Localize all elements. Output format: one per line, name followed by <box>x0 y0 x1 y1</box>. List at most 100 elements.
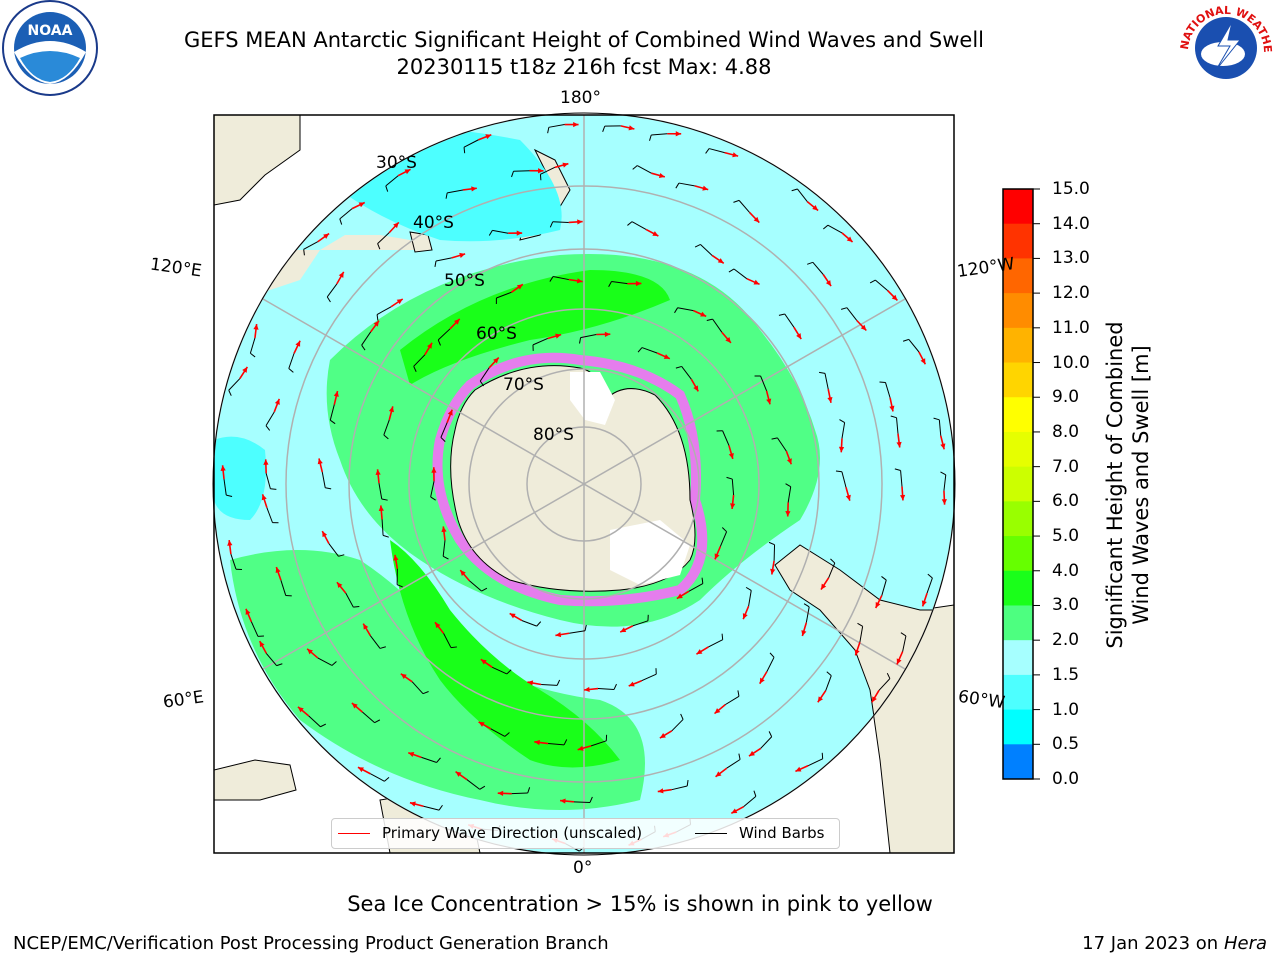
wind-barb <box>385 175 399 187</box>
wave-arrow-head <box>693 385 699 392</box>
wave-arrow-head <box>860 324 867 331</box>
wind-barb <box>492 229 509 234</box>
wave-arrow-head <box>812 205 819 211</box>
sea-ice-note: Sea Ice Concentration > 15% is shown in … <box>347 892 933 916</box>
wave-arrow-head <box>393 222 399 229</box>
wind-barb <box>413 354 426 367</box>
wind-barb-flag <box>547 127 550 134</box>
wind-barb <box>777 437 787 452</box>
wave-arrow-head <box>730 503 736 509</box>
wind-barb-flag <box>436 757 441 763</box>
wave-arrow-head <box>728 452 734 459</box>
wind-barb <box>824 373 829 390</box>
wind-barb <box>812 262 824 275</box>
wind-barb-flag <box>632 165 638 170</box>
wind-barb <box>597 688 615 691</box>
colorbar-label-line2: Wind Waves and Swell [m] <box>1129 345 1153 625</box>
wind-barb-flag <box>841 307 848 310</box>
wind-barb-flag <box>738 753 741 760</box>
wind-barb-flag <box>381 498 388 501</box>
colorbar-tick-label: 10.0 <box>1052 352 1090 373</box>
wind-barb <box>671 785 688 791</box>
sea-ice-ring <box>432 352 708 607</box>
wind-barb-flag <box>361 344 366 351</box>
wind-barb-flag <box>329 419 336 425</box>
wind-barb <box>430 481 435 498</box>
wind-barb <box>631 221 647 230</box>
wind-barb <box>580 334 597 339</box>
wave-arrow-head <box>242 366 248 373</box>
colorbar-tick-label: 0.5 <box>1052 734 1080 755</box>
wave-arrow-head <box>896 441 902 448</box>
wind-barb <box>881 579 887 596</box>
wind-barb-flag <box>437 339 441 346</box>
wave-arrow-head <box>562 162 569 168</box>
wind-barb-flag <box>379 646 386 649</box>
wind-barb-flag <box>549 276 554 282</box>
wind-barb-flag <box>675 365 682 369</box>
wind-barb-flag <box>694 244 701 248</box>
wind-barb <box>521 620 537 627</box>
wind-barb <box>329 404 335 421</box>
lat-label-80s: 80°S <box>533 425 574 445</box>
wave-arrow-head <box>766 398 772 405</box>
wave-arrow-head <box>657 788 664 794</box>
wave-band-4m-lower <box>390 540 620 768</box>
wind-barb-flag <box>768 731 773 737</box>
wave-arrow-head <box>497 790 504 796</box>
wind-barb <box>265 653 278 666</box>
wind-barb <box>376 306 392 315</box>
wave-arrow-head <box>245 608 251 615</box>
wind-barb <box>511 792 528 795</box>
wind-barb <box>681 366 692 380</box>
wind-barb <box>637 165 652 174</box>
wave-arrow-head <box>263 459 269 465</box>
footer-date-text: 17 Jan 2023 on <box>1082 933 1224 954</box>
map-content <box>214 115 954 853</box>
wind-barb <box>540 166 556 175</box>
wind-barb-flag <box>385 185 389 192</box>
wind-barb-flag <box>584 624 587 631</box>
footer-branch: NCEP/EMC/Verification Post Processing Pr… <box>13 933 609 954</box>
wave-arrow-head <box>854 649 860 656</box>
wind-barb <box>326 283 338 298</box>
wind-barb-flag <box>803 603 810 608</box>
wind-barb-flag <box>445 192 448 199</box>
wind-barb <box>308 715 321 728</box>
wave-arrow-head <box>875 602 881 609</box>
colorbar-segment <box>1003 327 1033 364</box>
colorbar-tick-label: 3.0 <box>1052 595 1080 616</box>
colorbar-segment <box>1003 501 1033 537</box>
wind-barb-flag <box>422 691 429 695</box>
wind-barb <box>223 479 227 496</box>
wind-barb <box>541 683 558 686</box>
lon-label-180: 180° <box>560 88 601 108</box>
wind-barb-flag <box>927 573 933 579</box>
wind-barb-flag <box>869 279 876 284</box>
wave-arrow-head <box>652 231 659 237</box>
colorbar-segment <box>1003 293 1033 329</box>
wave-arrow-head <box>485 134 492 140</box>
wave-arrow-head <box>295 340 301 347</box>
wind-barb-flag <box>276 663 283 667</box>
wind-barb <box>902 635 907 652</box>
colorbar <box>1003 188 1040 780</box>
wave-arrow-head <box>478 721 485 727</box>
colorbar-segment <box>1003 223 1033 259</box>
wind-barb <box>265 411 275 426</box>
colorbar-tick-label: 1.0 <box>1052 699 1080 720</box>
wind-barb <box>641 347 658 354</box>
wind-barb <box>825 675 832 691</box>
lat-label-50s: 50°S <box>444 271 485 291</box>
wave-arrow-head <box>351 703 358 709</box>
wind-barb <box>361 331 372 346</box>
wave-arrow-head <box>493 357 499 364</box>
wave-arrow-head <box>409 801 416 807</box>
wave-arrow-head <box>825 280 832 287</box>
wind-barb-flag <box>721 527 727 533</box>
wind-barb-flag <box>706 318 713 322</box>
wind-barb <box>708 639 723 648</box>
colorbar-tick-label: 7.0 <box>1052 456 1080 477</box>
wind-barb <box>421 756 437 763</box>
wind-barb-flag <box>396 584 403 588</box>
